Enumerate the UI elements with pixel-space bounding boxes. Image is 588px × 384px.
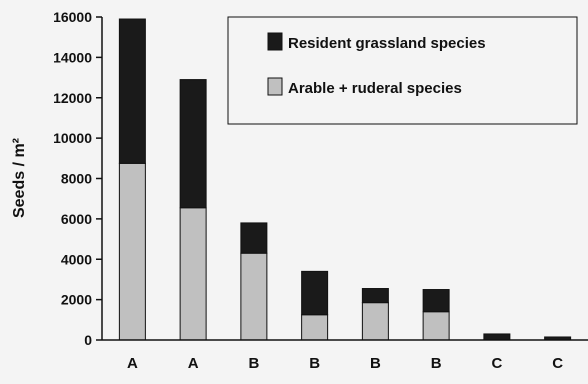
x-category-label: B xyxy=(370,355,381,372)
y-tick-label: 2000 xyxy=(61,292,92,308)
bar-segment-resident-grassland xyxy=(361,288,389,304)
legend-label: Arable + ruderal species xyxy=(288,80,462,97)
x-category-label: B xyxy=(248,355,259,372)
bars-group xyxy=(118,18,572,341)
y-tick-label: 6000 xyxy=(61,211,92,227)
bar-segment-arable-ruderal xyxy=(179,207,207,341)
bar-segment-resident-grassland xyxy=(118,18,146,164)
axes-group: 0 2000 4000 6000 8000 10000 12000 14000 16000 A A B… xyxy=(53,9,588,372)
legend-swatch xyxy=(267,77,283,96)
bar-segment-arable-ruderal xyxy=(240,252,268,341)
legend-swatch xyxy=(267,32,283,51)
x-category-label: C xyxy=(552,355,563,372)
bar-segment-resident-grassland xyxy=(301,270,329,316)
y-tick-label: 12000 xyxy=(53,90,92,106)
bar-segment-arable-ruderal xyxy=(118,162,146,341)
y-tick-label: 16000 xyxy=(53,9,92,25)
bar-segment-arable-ruderal xyxy=(301,314,329,341)
y-tick-label: 0 xyxy=(84,332,92,348)
legend: Resident grassland species Arable + ruder… xyxy=(227,16,578,125)
y-tick-label: 4000 xyxy=(61,251,92,267)
y-tick-label: 8000 xyxy=(61,171,92,187)
bar-segment-resident-grassland xyxy=(483,333,511,341)
y-axis-label: Seeds / m² xyxy=(11,138,28,218)
bar-segment-arable-ruderal xyxy=(361,302,389,341)
x-category-label: A xyxy=(127,355,138,372)
x-category-label: B xyxy=(431,355,442,372)
x-category-label: B xyxy=(309,355,320,372)
bar-segment-resident-grassland xyxy=(179,79,207,209)
bar-segment-arable-ruderal xyxy=(422,311,450,341)
legend-box xyxy=(227,16,578,125)
legend-label: Resident grassland species xyxy=(288,35,486,52)
bar-segment-resident-grassland xyxy=(422,289,450,313)
x-category-label: A xyxy=(188,355,199,372)
y-tick-label: 14000 xyxy=(53,49,92,65)
bar-segment-resident-grassland xyxy=(240,222,268,254)
x-category-label: C xyxy=(491,355,502,372)
y-tick-label: 10000 xyxy=(53,130,92,146)
